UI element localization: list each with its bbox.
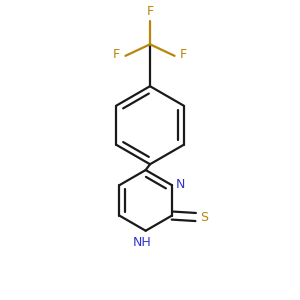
Text: S: S <box>200 211 208 224</box>
Text: F: F <box>146 5 154 18</box>
Text: NH: NH <box>133 236 152 249</box>
Text: F: F <box>113 48 120 61</box>
Text: N: N <box>176 178 185 190</box>
Text: F: F <box>180 48 187 61</box>
